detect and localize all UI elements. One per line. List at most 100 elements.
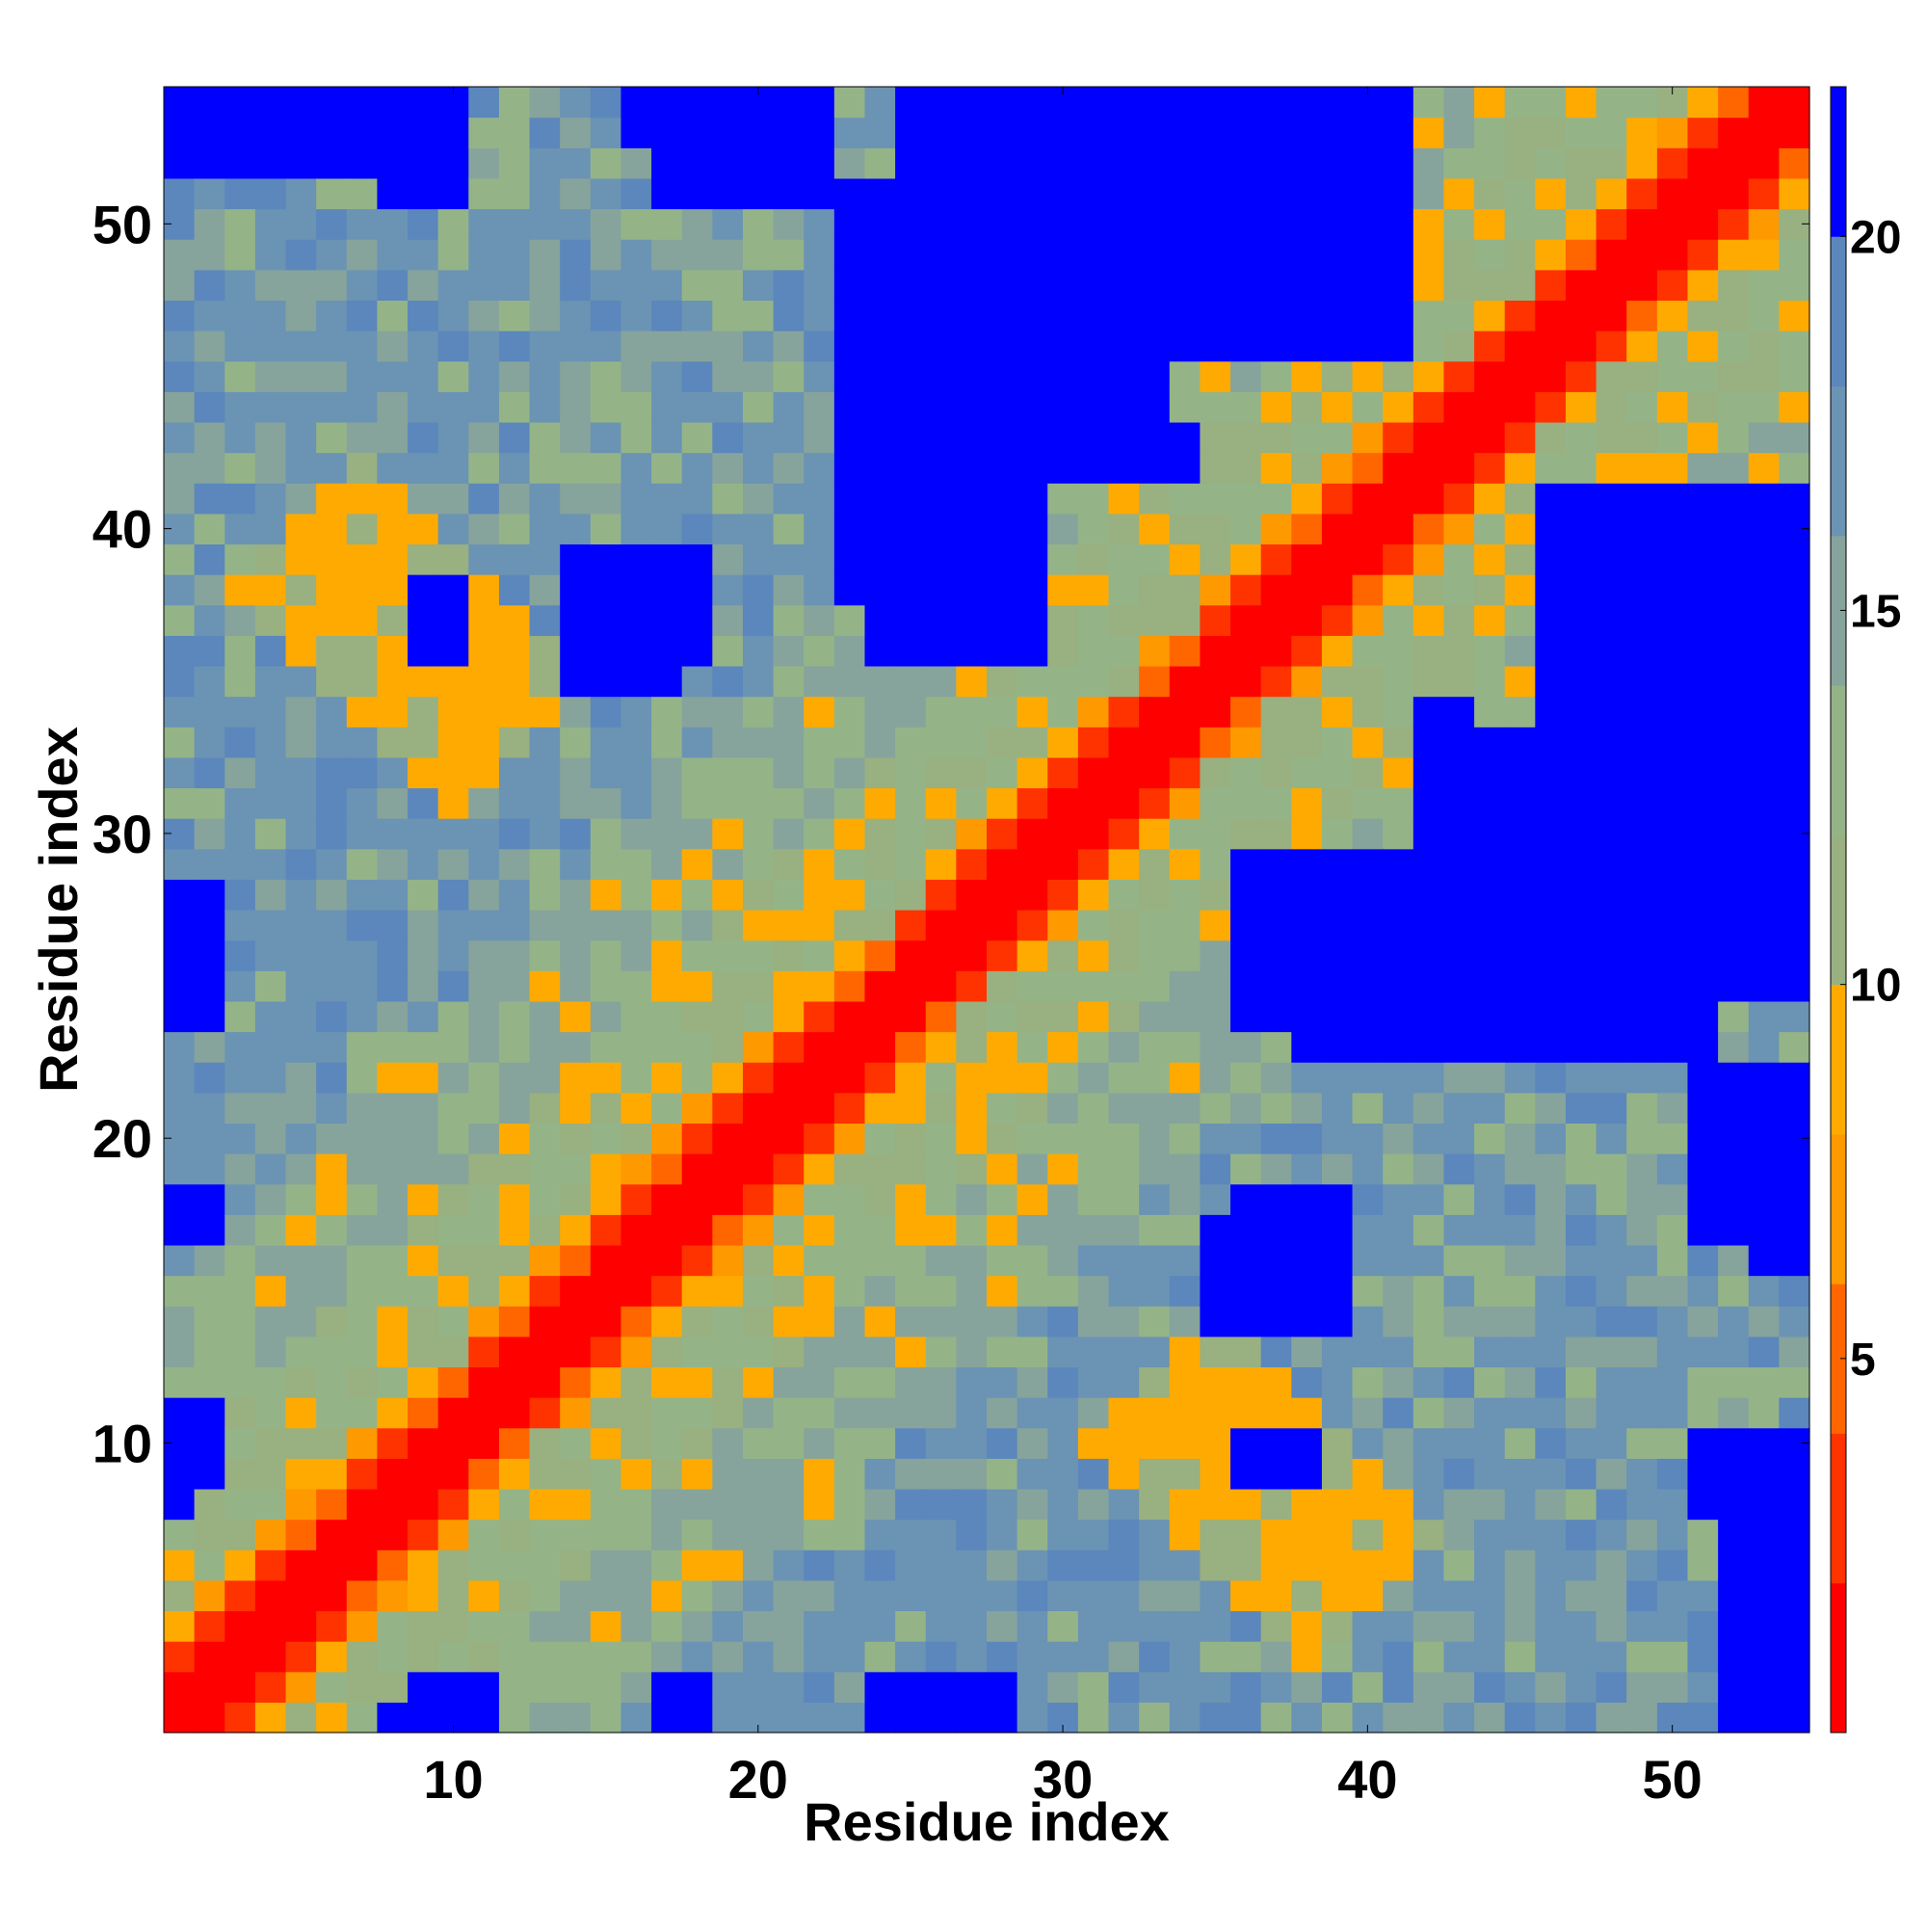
heatmap-cell	[408, 1610, 439, 1642]
heatmap-cell	[1656, 635, 1689, 667]
heatmap-cell	[164, 604, 196, 636]
heatmap-cell	[1748, 1214, 1780, 1246]
heatmap-cell	[925, 879, 957, 911]
heatmap-cell	[712, 391, 744, 423]
heatmap-cell	[1596, 208, 1627, 240]
heatmap-cell	[560, 848, 592, 880]
heatmap-cell	[1748, 269, 1780, 302]
heatmap-cell	[681, 727, 713, 758]
heatmap-cell	[560, 1183, 592, 1215]
heatmap-cell	[1687, 360, 1719, 392]
heatmap-cell	[1504, 1092, 1536, 1125]
heatmap-cell	[468, 727, 500, 758]
heatmap-cell	[164, 452, 196, 484]
heatmap-cell	[529, 574, 561, 606]
heatmap-cell	[346, 1123, 379, 1154]
colorbar-segment	[1831, 685, 1846, 835]
heatmap-cell	[1139, 177, 1171, 210]
heatmap-cell	[1260, 1641, 1292, 1673]
heatmap-cell	[346, 1244, 379, 1277]
heatmap-cell	[316, 360, 348, 392]
heatmap-cell	[346, 391, 379, 423]
heatmap-cell	[620, 879, 652, 911]
heatmap-cell	[194, 483, 225, 515]
heatmap-cell	[864, 1549, 896, 1581]
heatmap-cell	[1474, 452, 1506, 484]
heatmap-cell	[560, 879, 592, 911]
heatmap-cell	[742, 1062, 775, 1094]
heatmap-cell	[1321, 1641, 1354, 1673]
heatmap-cell	[316, 1702, 348, 1734]
heatmap-cell	[224, 1244, 256, 1277]
heatmap-cell	[1687, 604, 1719, 636]
heatmap-cell	[1169, 1275, 1201, 1307]
heatmap-cell	[437, 1031, 469, 1063]
heatmap-cell	[1656, 1244, 1689, 1277]
heatmap-cell	[1504, 391, 1536, 423]
heatmap-cell	[1504, 574, 1536, 606]
heatmap-cell	[1047, 1641, 1079, 1673]
heatmap-cell	[1718, 300, 1750, 331]
heatmap-cell	[1779, 1244, 1810, 1277]
heatmap-cell	[164, 1641, 196, 1673]
heatmap-cell	[529, 300, 561, 331]
heatmap-cell	[316, 452, 348, 484]
heatmap-cell	[956, 1336, 988, 1368]
heatmap-cell	[1016, 604, 1048, 636]
heatmap-cell	[1718, 1275, 1750, 1307]
heatmap-cell	[895, 1427, 927, 1459]
heatmap-cell	[1779, 910, 1810, 941]
heatmap-cell	[1077, 1244, 1110, 1277]
heatmap-cell	[1504, 87, 1536, 119]
heatmap-cell	[1474, 360, 1506, 392]
heatmap-cell	[1656, 1641, 1689, 1673]
heatmap-cell	[1016, 1153, 1048, 1185]
heatmap-cell	[1077, 1397, 1110, 1429]
heatmap-cell	[987, 1244, 1018, 1277]
heatmap-cell	[1474, 604, 1506, 636]
heatmap-cell	[1474, 1062, 1506, 1094]
heatmap-cell	[895, 391, 927, 423]
heatmap-cell	[925, 177, 957, 210]
heatmap-cell	[1077, 665, 1110, 698]
heatmap-cell	[1412, 421, 1445, 454]
heatmap-cell	[1108, 269, 1140, 302]
heatmap-cell	[1169, 391, 1201, 423]
heatmap-cell	[346, 513, 379, 545]
heatmap-cell	[590, 1579, 622, 1612]
heatmap-cell	[895, 574, 927, 606]
heatmap-cell	[194, 177, 225, 210]
heatmap-cell	[833, 1244, 866, 1277]
heatmap-cell	[1412, 787, 1445, 819]
heatmap-cell	[804, 910, 835, 941]
heatmap-cell	[773, 421, 805, 454]
heatmap-cell	[1108, 421, 1140, 454]
heatmap-cell	[1412, 1244, 1445, 1277]
heatmap-cell	[590, 300, 622, 331]
heatmap-cell	[833, 300, 866, 331]
heatmap-cell	[681, 483, 713, 515]
heatmap-cell	[925, 665, 957, 698]
heatmap-cell	[1748, 940, 1780, 971]
heatmap-cell	[1139, 1366, 1171, 1398]
heatmap-cell	[712, 1366, 744, 1398]
heatmap-cell	[1474, 177, 1506, 210]
heatmap-cell	[1656, 1427, 1689, 1459]
heatmap-cell	[194, 696, 225, 728]
heatmap-cell	[1139, 848, 1171, 880]
heatmap-cell	[1443, 483, 1475, 515]
heatmap-cell	[1748, 1092, 1780, 1125]
heatmap-cell	[987, 1214, 1018, 1246]
heatmap-cell	[468, 1579, 500, 1612]
heatmap-cell	[1260, 574, 1292, 606]
heatmap-cell	[408, 117, 439, 148]
heatmap-cell	[1047, 543, 1079, 575]
heatmap-cell	[987, 1336, 1018, 1368]
heatmap-cell	[620, 970, 652, 1002]
heatmap-cell	[1748, 483, 1780, 515]
heatmap-cell	[956, 574, 988, 606]
heatmap-cell	[285, 1579, 317, 1612]
heatmap-cell	[498, 1549, 531, 1581]
heatmap-cell	[1230, 452, 1262, 484]
heatmap-cell	[987, 635, 1018, 667]
